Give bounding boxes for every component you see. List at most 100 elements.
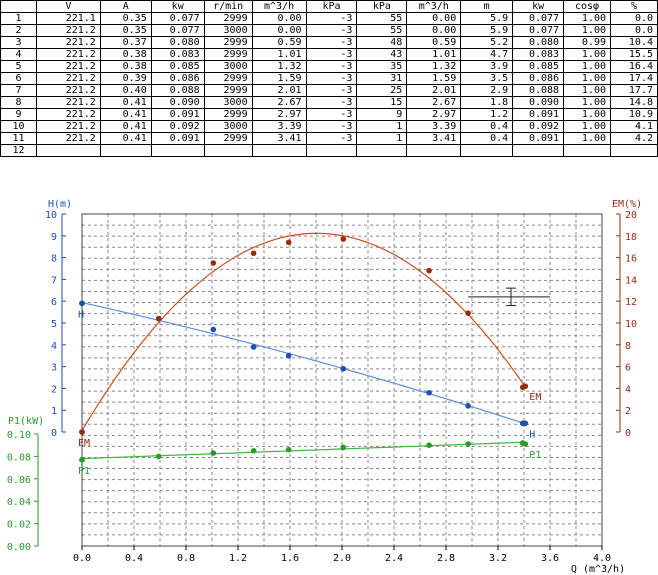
- em-tick-label: 12: [625, 297, 637, 308]
- table-cell: 25: [357, 85, 407, 97]
- table-cell: 0.090: [513, 97, 564, 109]
- table-cell: 6: [1, 73, 37, 85]
- table-cell: 4.7: [461, 49, 513, 61]
- table-cell: 0.4: [461, 133, 513, 145]
- em-tick-label: 16: [625, 254, 637, 265]
- table-cell: 1.00: [564, 13, 611, 25]
- performance-chart: 0.0 0.4 0.8 1.2 1.6 2.0 2.4 2.8 3.2 3.6 4.0Q (m^3/…: [0, 196, 658, 575]
- table-cell: 0.091: [513, 133, 564, 145]
- table-cell: 0.088: [513, 85, 564, 97]
- table-cell: 0.35: [100, 13, 151, 25]
- series-label-end: P1: [529, 450, 541, 461]
- table-cell: 1.00: [564, 121, 611, 133]
- table-cell: [36, 145, 100, 157]
- table-cell: 5: [1, 61, 37, 73]
- table-cell: 2.97: [407, 109, 461, 121]
- table-cell: 0.086: [513, 73, 564, 85]
- point-em: [523, 383, 529, 389]
- h-tick-label: 9: [51, 232, 57, 243]
- table-cell: 221.2: [36, 37, 100, 49]
- table-row: 7 221.2 0.40 0.088 2999 2.01 -3 25 2.01 2.9 0.088 1…: [1, 85, 658, 97]
- table-cell: 0.083: [151, 49, 204, 61]
- point-p1: [286, 447, 292, 453]
- table-cell: 48: [357, 37, 407, 49]
- table-cell: 43: [357, 49, 407, 61]
- table-cell: 15.5: [611, 49, 658, 61]
- table-cell: [611, 145, 658, 157]
- table-cell: 2.9: [461, 85, 513, 97]
- table-cell: 221.2: [36, 109, 100, 121]
- table-cell: 1: [357, 121, 407, 133]
- em-tick-label: 6: [625, 363, 631, 374]
- table-cell: 1.59: [252, 73, 306, 85]
- table-cell: 221.2: [36, 85, 100, 97]
- table-cell: 10.4: [611, 37, 658, 49]
- table-cell: 0.091: [151, 109, 204, 121]
- table-cell: 3.39: [407, 121, 461, 133]
- table-cell: 55: [357, 13, 407, 25]
- point-h: [523, 420, 529, 426]
- h-tick-label: 4: [51, 341, 57, 352]
- h-axis-label: H(m): [48, 199, 72, 210]
- table-cell: 0.41: [100, 109, 151, 121]
- table-cell: 1.00: [564, 85, 611, 97]
- table-cell: -3: [306, 61, 357, 73]
- x-tick-label: 4.0: [593, 553, 611, 564]
- x-tick-label: 1.6: [281, 553, 299, 564]
- point-h: [465, 403, 471, 409]
- point-h: [426, 390, 432, 396]
- series-line-em: [82, 233, 525, 430]
- table-cell: 2999: [204, 49, 252, 61]
- table-cell: 3000: [204, 121, 252, 133]
- point-h: [251, 344, 257, 350]
- p1-tick-label: 0.00: [7, 542, 31, 553]
- table-cell: 0.077: [513, 25, 564, 37]
- table-cell: 0.085: [151, 61, 204, 73]
- table-row: 9 221.2 0.41 0.091 2999 2.97 -3 9 2.97 1.2 0.091 1.…: [1, 109, 658, 121]
- em-axis-label: EM(%): [612, 199, 642, 210]
- table-cell: 0.085: [513, 61, 564, 73]
- table-cell: 221.1: [36, 13, 100, 25]
- table-cell: 0.077: [513, 13, 564, 25]
- table-cell: 2999: [204, 133, 252, 145]
- table-cell: 1.01: [407, 49, 461, 61]
- table-cell: 1.00: [564, 49, 611, 61]
- table-cell: 4.2: [611, 133, 658, 145]
- h-tick-label: 10: [45, 210, 57, 221]
- labels: H H EM EM P1 P1: [78, 288, 550, 477]
- table-cell: 3.39: [252, 121, 306, 133]
- table-cell: 0.41: [100, 97, 151, 109]
- point-h: [79, 301, 85, 307]
- h-tick-label: 7: [51, 275, 57, 286]
- table-row: 8 221.2 0.41 0.090 3000 2.67 -3 15 2.67 1.8 0.090 1…: [1, 97, 658, 109]
- table-cell: 3.41: [407, 133, 461, 145]
- table-cell: 1.01: [252, 49, 306, 61]
- table-cell: 1: [357, 133, 407, 145]
- column-header: [1, 1, 37, 13]
- x-tick-label: 0.8: [177, 553, 195, 564]
- table-cell: 0.99: [564, 37, 611, 49]
- point-h: [211, 327, 217, 333]
- table-cell: 8: [1, 97, 37, 109]
- table-cell: 0.086: [151, 73, 204, 85]
- x-tick-label: 2.4: [385, 553, 403, 564]
- series-label-end: H: [529, 429, 535, 440]
- table-cell: 7: [1, 85, 37, 97]
- point-em: [341, 236, 347, 242]
- h-tick-label: 8: [51, 254, 57, 265]
- table-cell: 3000: [204, 97, 252, 109]
- table-cell: 4: [1, 49, 37, 61]
- point-p1: [465, 441, 471, 447]
- axes: 0.0 0.4 0.8 1.2 1.6 2.0 2.4 2.8 3.2 3.6 4.0Q (m^3/…: [7, 199, 642, 575]
- em-tick-label: 8: [625, 341, 631, 352]
- column-header: m^3/h: [252, 1, 306, 13]
- table-cell: 0.38: [100, 49, 151, 61]
- table-cell: [252, 145, 306, 157]
- table-cell: 2999: [204, 37, 252, 49]
- table-cell: 10: [1, 121, 37, 133]
- point-em: [156, 316, 162, 322]
- table-cell: 0.090: [151, 97, 204, 109]
- x-tick-label: 1.2: [229, 553, 247, 564]
- point-em: [211, 260, 217, 266]
